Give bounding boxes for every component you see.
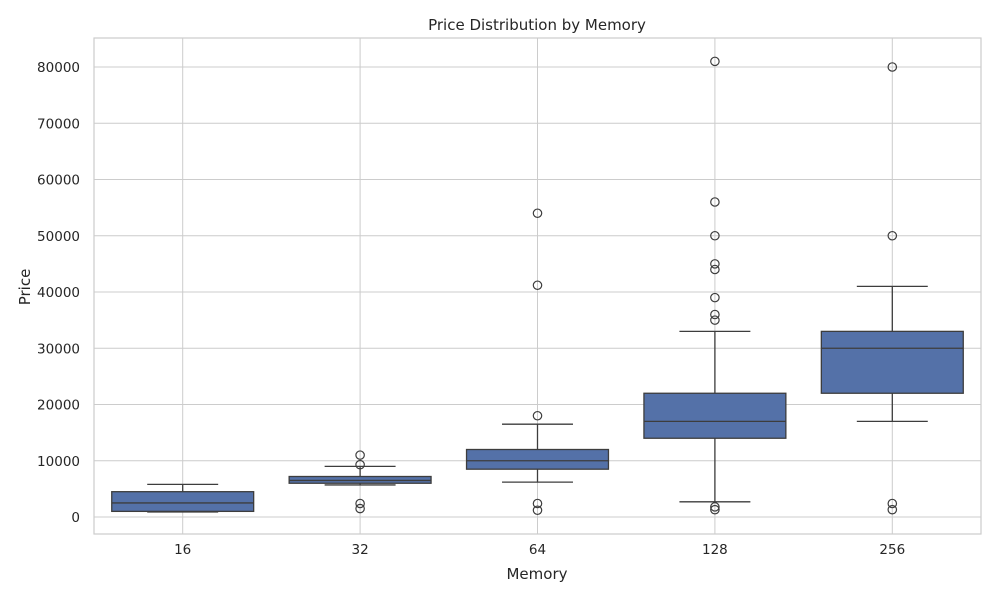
- outlier-point: [355, 503, 365, 514]
- outlier-point: [887, 62, 898, 72]
- chart-title: Price Distribution by Memory: [428, 16, 646, 34]
- plot-frame: [93, 37, 982, 535]
- y-tick-label: 70000: [37, 116, 80, 132]
- y-tick-label: 80000: [37, 60, 80, 76]
- x-axis-label: Memory: [506, 565, 567, 583]
- outlier-point: [532, 410, 543, 421]
- y-tick-label: 0: [71, 510, 80, 526]
- y-axis-label: Price: [16, 269, 34, 306]
- outlier-point: [887, 498, 898, 509]
- x-tick-label: 16: [174, 542, 191, 558]
- box: [111, 491, 255, 513]
- outlier-point: [710, 315, 720, 325]
- outlier-point: [710, 259, 720, 269]
- box: [643, 392, 787, 439]
- y-tick-label: 10000: [37, 454, 80, 470]
- outlier-point: [710, 197, 720, 207]
- outlier-point: [532, 208, 543, 219]
- outlier-point: [710, 504, 720, 515]
- outlier-point: [710, 230, 720, 241]
- x-axis: 16 32 64 128 256: [174, 542, 905, 558]
- outlier-point: [710, 292, 720, 303]
- outlier-point: [355, 459, 365, 470]
- outlier-point: [355, 498, 365, 509]
- box-group-256: [820, 62, 964, 515]
- box: [820, 330, 964, 394]
- y-tick-label: 30000: [37, 341, 80, 357]
- outlier-point: [532, 498, 543, 509]
- box-group-32: [288, 450, 432, 514]
- y-tick-label: 60000: [37, 173, 80, 189]
- outlier-point: [532, 280, 543, 291]
- box-plots: [111, 56, 964, 516]
- y-tick-label: 40000: [37, 285, 80, 301]
- box-group-64: [465, 208, 610, 516]
- x-tick-label: 128: [702, 542, 728, 558]
- outlier-point: [355, 450, 365, 460]
- box: [465, 448, 610, 470]
- outlier-point: [710, 264, 720, 275]
- outlier-point: [710, 502, 720, 512]
- y-axis: 0 10000 20000 30000 40000 50000 60000 70000 8000…: [37, 60, 80, 526]
- x-tick-label: 32: [352, 542, 369, 558]
- x-tick-label: 64: [529, 542, 546, 558]
- box-group-16: [111, 483, 255, 513]
- outlier-point: [887, 504, 898, 515]
- y-tick-label: 20000: [37, 398, 80, 414]
- outlier-point: [887, 230, 898, 241]
- outlier-point: [532, 505, 543, 516]
- y-tick-label: 50000: [37, 229, 80, 245]
- outlier-point: [710, 309, 720, 320]
- x-tick-label: 256: [879, 542, 905, 558]
- box-group-128: [643, 56, 787, 515]
- outlier-point: [710, 56, 720, 67]
